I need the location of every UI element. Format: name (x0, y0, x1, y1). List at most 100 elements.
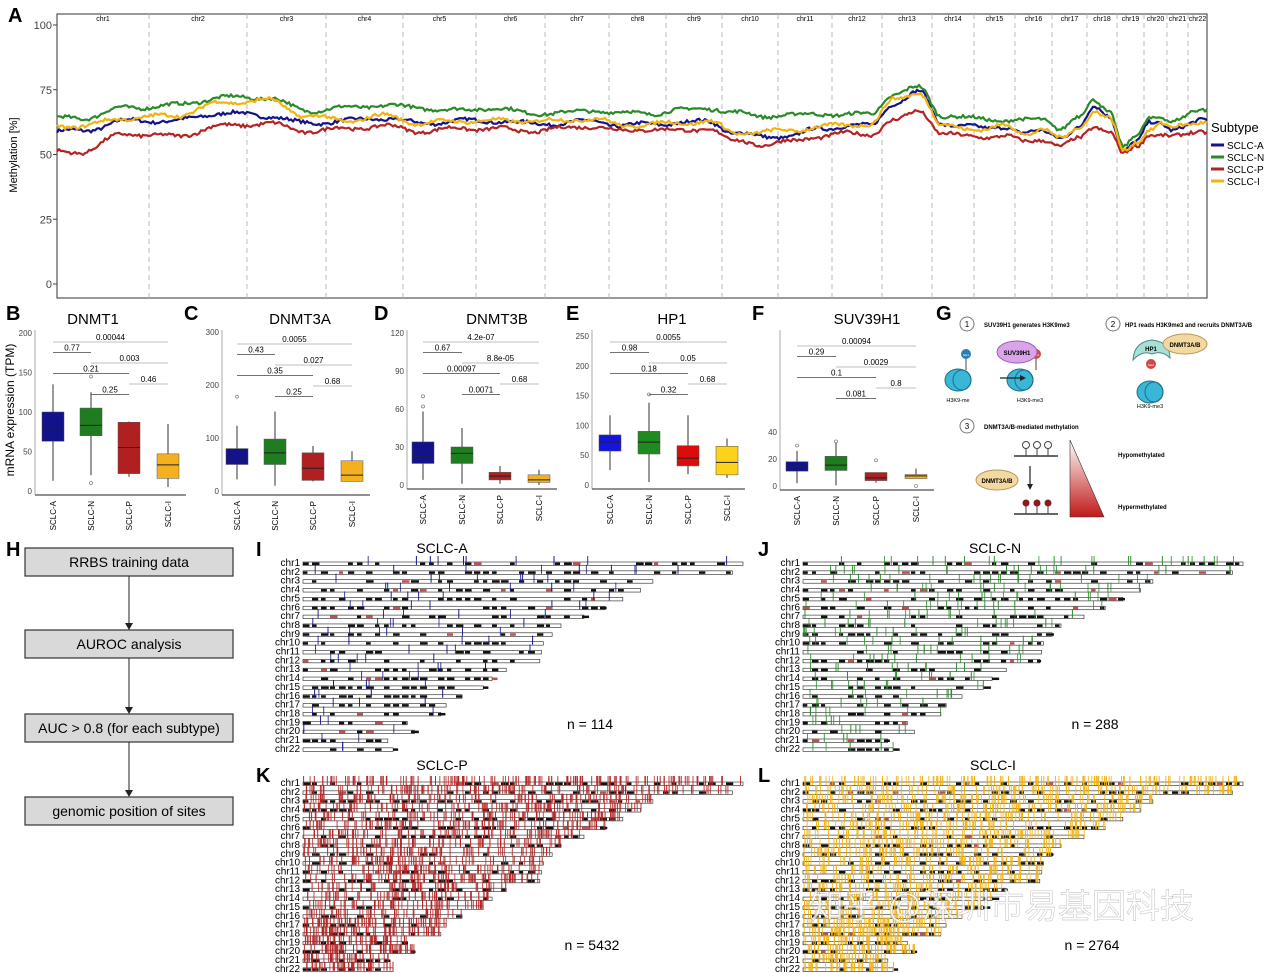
methylation-site-mark (850, 811, 852, 821)
series-line-sclc-n (57, 83, 1208, 150)
chromosome-band (384, 704, 391, 707)
methylation-site-mark (914, 829, 916, 839)
methylation-site-mark (312, 784, 314, 794)
x-tick-label: SCLC-A (793, 495, 802, 525)
methylation-site-mark (447, 873, 449, 883)
methylation-site-mark (392, 961, 394, 971)
chromosome-band (528, 817, 536, 821)
chromosome-band (303, 950, 311, 954)
methylation-site-mark (540, 802, 542, 812)
methylation-site-mark (409, 820, 410, 830)
methylation-site-mark (386, 802, 388, 812)
chromosome-label: chr2 (281, 787, 301, 798)
methylation-site-mark (846, 837, 848, 847)
methylation-site-mark (436, 846, 438, 856)
methylation-site-mark (318, 793, 320, 803)
chromosome-band (564, 589, 572, 592)
methylation-site-mark (855, 820, 857, 830)
chromosome-band (393, 748, 399, 751)
methylation-site-mark (1087, 776, 1089, 785)
methylation-site-mark (809, 793, 811, 803)
chromosome-label: chr5 (281, 593, 301, 604)
methylation-site-mark (470, 846, 472, 856)
methylation-site-mark (552, 793, 554, 803)
chromosome-band (339, 809, 347, 812)
methylation-site-mark (323, 837, 325, 847)
methylation-site-mark (323, 855, 325, 865)
chromosome-band (330, 782, 336, 785)
methylation-site-mark (918, 846, 920, 856)
methylation-site-mark (571, 820, 573, 830)
methylation-site-mark (362, 899, 364, 909)
methylation-site-mark (1010, 837, 1012, 847)
chromosome-band (965, 782, 970, 785)
methylation-site-mark (1093, 793, 1095, 803)
methylation-site-mark (1074, 829, 1076, 839)
methylation-site-mark (417, 864, 419, 874)
methylation-site-mark (394, 899, 396, 909)
chromosome-band (1028, 597, 1034, 601)
methylation-site-mark (1046, 793, 1048, 803)
methylation-site-mark (342, 944, 344, 954)
methylation-site-mark (425, 917, 427, 927)
chromosome-band (1118, 597, 1125, 601)
methylation-site-mark (831, 846, 833, 856)
methylation-site-mark (359, 935, 361, 945)
methylation-site-mark (816, 697, 818, 707)
chromosome-band (456, 624, 464, 627)
chromosome-band (929, 597, 935, 601)
methylation-site-mark (875, 776, 877, 785)
methylation-site-mark (1073, 793, 1075, 803)
chromosome-band (375, 826, 383, 830)
chromosome-band (938, 677, 944, 681)
methylation-site-mark (1003, 793, 1005, 803)
methylation-site-mark (938, 846, 940, 856)
methylation-site-mark (1155, 784, 1157, 794)
methylation-site-mark (964, 855, 966, 865)
chromosome-band (501, 615, 507, 619)
chromosome-band (303, 888, 310, 892)
methylation-site-mark (376, 935, 378, 945)
methylation-site-mark (686, 776, 688, 785)
p-value-label: 0.00094 (842, 337, 871, 346)
methylation-site-mark (476, 573, 478, 583)
methylation-site-mark (975, 811, 977, 821)
methylation-site-mark (1140, 776, 1141, 785)
methylation-site-mark (848, 837, 850, 847)
methylation-site-mark (447, 776, 449, 785)
methylation-site-mark (383, 944, 385, 954)
methylation-site-mark (610, 793, 612, 803)
methylation-site-mark (811, 793, 813, 803)
methylation-site-mark (868, 820, 870, 830)
methylation-site-mark (1200, 776, 1202, 785)
methylation-site-mark (392, 811, 394, 821)
methylation-site-mark (1227, 784, 1229, 794)
methylation-site-mark (909, 609, 911, 619)
methylation-site-mark (415, 784, 417, 794)
methylation-site-mark (451, 829, 453, 839)
methylation-site-mark (421, 829, 423, 839)
methylation-site-mark (977, 617, 979, 627)
p-value-label: 0.25 (102, 386, 118, 395)
methylation-site-mark (697, 776, 699, 785)
chromosome-band (411, 835, 416, 839)
chromosome-band (1028, 800, 1034, 803)
methylation-site-mark (380, 864, 382, 874)
methylation-site-mark (524, 820, 526, 830)
methylation-site-mark (369, 944, 371, 954)
chromosome-bar (302, 940, 408, 946)
methylation-site-mark (962, 855, 964, 865)
methylation-site-mark (344, 591, 346, 601)
methylation-site-mark (1023, 846, 1025, 856)
methylation-site-mark (471, 811, 473, 821)
chromosome-band (821, 580, 827, 583)
methylation-site-mark (839, 715, 841, 725)
methylation-site-mark (962, 846, 964, 856)
methylation-site-mark (1055, 793, 1057, 803)
chromosome-band (839, 624, 846, 627)
methylation-site-mark (336, 882, 338, 892)
methylation-site-mark (849, 855, 851, 865)
methylation-site-mark (1073, 829, 1075, 839)
chromosome-band (974, 571, 981, 574)
methylation-site-mark (1017, 591, 1019, 601)
